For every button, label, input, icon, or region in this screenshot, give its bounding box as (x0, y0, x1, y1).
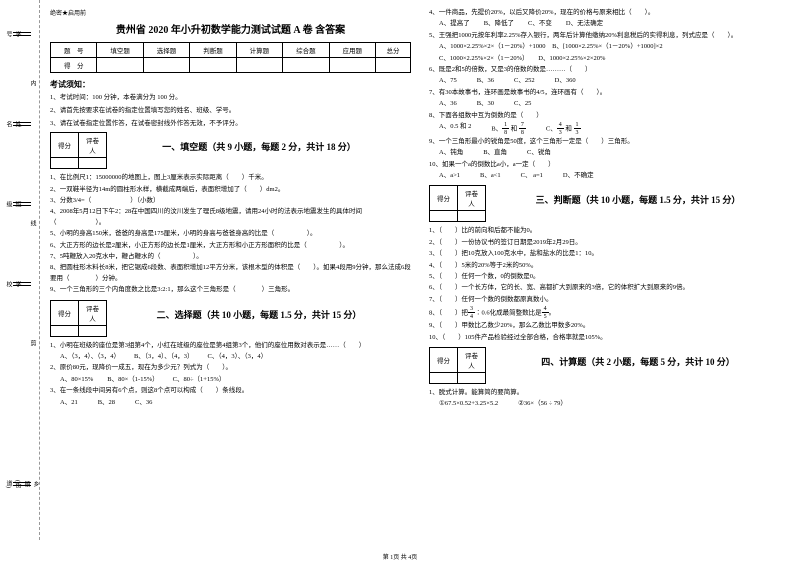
judge-q: 3、（ ）把10克放入100克水中，盐和盐水的比是1：10。 (429, 249, 790, 259)
choice-q: 3、在一条线段中间另有6个点，则这8个点可以构成（ ）条线段。 (50, 386, 411, 396)
binding-label: 班级 (4, 200, 22, 208)
judge-q: 4、（ ）5米的20%等于2米的50%。 (429, 261, 790, 271)
choice-opts: A、提高了B、降低了C、不变D、无法确定 (429, 19, 790, 29)
choice-q: 4、一件商品，先提价20%，以后又降价20%，现在的价格与原来相比（ ）。 (429, 8, 790, 18)
binding-margin: 学号 姓名 班级 学校 乡镇(街道) 内 线 剪 (0, 0, 40, 540)
score-header: 应用题 (329, 43, 375, 58)
grader-table: 得分评卷人 (429, 185, 486, 222)
calc-items: ①67.5×0.52+3.25×5.2②36×（56 ÷ 79） (429, 399, 790, 409)
side-char: 线 (28, 220, 37, 226)
choice-opts: A、钝角B、直角C、锐角 (429, 148, 790, 158)
score-header: 判断题 (190, 43, 236, 58)
secret-label: 绝密★启用前 (50, 8, 411, 17)
judge-q: 1、（ ）比的前向和后都不能为0。 (429, 226, 790, 236)
choice-q: 6、既是2和5的倍数，又是3的倍数的数是………（ ） (429, 65, 790, 75)
choice-opts: A、a>1B、a<1C、 a=1D、不确定 (429, 171, 790, 181)
choice-opts: A、80×15%B、80×（1-15%）C、80÷（1+15%） (50, 375, 411, 385)
score-row-label: 得 分 (51, 58, 97, 73)
judge-q: 2、（ ）一份协议书的签订日期是2019年2月29日。 (429, 238, 790, 248)
fill-q: 9、一个三角形的三个内角度数之比是3:2:1，那么这个三角形是（ ）三角形。 (50, 285, 411, 295)
binding-label: 学号 (4, 30, 22, 38)
fill-q: 4、2008年5月12日下午2：28在中国四川的汶川发生了理氏8级地震，请用24… (50, 207, 411, 228)
notice-item: 2、请首先按要求在试卷的指定位置填写您的姓名、班级、学号。 (50, 106, 411, 116)
judge-q: 7、（ ）任何一个数的倒数都原真数小。 (429, 295, 790, 305)
choice-q: 10、如果一个a的倒数比a小，a一定（ ） (429, 160, 790, 170)
exam-title: 贵州省 2020 年小升初数学能力测试试题 A 卷 含答案 (50, 21, 411, 36)
choice-q: 1、小明在班级的座位是第3组第4个，小红在班级的座位是第4组第3个，他们的座位用… (50, 341, 411, 351)
section-title: 一、填空题（共 9 小题，每题 2 分，共计 18 分） (107, 132, 411, 153)
binding-label: 姓名 (4, 120, 22, 128)
calc-q: 1、脱式计算。能算简的要简算。 (429, 388, 790, 398)
score-header: 总分 (375, 43, 410, 58)
fill-q: 7、5吨鞭放入20克水中，鞭占鞭水的（ ）。 (50, 252, 411, 262)
grader-table: 得分评卷人 (50, 300, 107, 337)
side-char: 内 (28, 80, 37, 86)
choice-opt: C、1000×2.25%×2×（1－20%） D、1000×2.25%×2×20… (429, 54, 790, 64)
judge-q: 6、（ ）一个长方体，它的长、宽、高都扩大到原来的3倍，它的体积扩大到原来的9倍… (429, 283, 790, 293)
choice-q: 2、原价80元，现降价一成五，现在为多少元？列式为（ ）。 (50, 363, 411, 373)
choice-q: 7、有30本故事书，连环画是故事书的4/5，连环画有（ ）。 (429, 88, 790, 98)
score-header: 题 号 (51, 43, 97, 58)
binding-label: 乡镇(街道) (4, 480, 40, 488)
fill-q: 6、大正方形的边长是2厘米，小正方形的边长是1厘米，大正方形和小正方形面积的比是… (50, 241, 411, 251)
choice-opts: A、36B、30C、25 (429, 99, 790, 109)
notice-item: 1、考试时间：100 分钟，本卷满分为 100 分。 (50, 93, 411, 103)
notice-item: 3、请在试卷指定位置作答，在试卷密封线外作答无效，不予评分。 (50, 119, 411, 129)
fill-q: 5、小明的身高150米，爸爸的身高是175厘米，小明的身高与爸爸身高的比是（ ）… (50, 229, 411, 239)
fill-q: 2、一双鞋半径为14m的圆柱形水样，横截成两端后，表面积增加了（ ）dm2。 (50, 185, 411, 195)
section-title: 三、判断题（共 10 小题，每题 1.5 分，共计 15 分） (486, 185, 790, 206)
score-header: 计算题 (236, 43, 282, 58)
score-table: 题 号 填空题 选择题 判断题 计算题 综合题 应用题 总分 得 分 (50, 42, 411, 73)
notice-title: 考试须知： (50, 79, 411, 90)
choice-opts: A、21B、28C、36 (50, 398, 411, 408)
choice-q: 5、王强把1000元按年利率2.25%存入银行，两年后计算他缴纳20%利息税后的… (429, 31, 790, 41)
choice-opts: A、0.5 和 2 B、18 和 78 C、43 和 13 (429, 122, 790, 136)
score-header: 综合题 (283, 43, 329, 58)
choice-q: 9、一个三角形最小的锐角是50度，这个三角形一定是（ ）三角形。 (429, 137, 790, 147)
judge-q: 5、（ ）任何一个数，0的倒数是0。 (429, 272, 790, 282)
judge-q: 9、（ ）甲数比乙数少20%，那么乙数比甲数多20%。 (429, 321, 790, 331)
score-header: 填空题 (97, 43, 143, 58)
judge-q: 10、（ ）105件产品检验经过全部合格，合格率就是105%。 (429, 333, 790, 343)
score-header: 选择题 (143, 43, 189, 58)
fill-q: 3、分数3/4=（ ）（小数） (50, 196, 411, 206)
grader-table: 得分评卷人 (429, 347, 486, 384)
choice-q: 8、下面各组数中互为倒数的是（ ） (429, 111, 790, 121)
judge-q: 8、（ ）把34∶0.6化成最简整数比是45。 (429, 306, 790, 320)
section-title: 二、选择题（共 10 小题，每题 1.5 分，共计 15 分） (107, 300, 411, 321)
page-footer: 第 1页 共 4页 (0, 552, 800, 561)
binding-label: 学校 (4, 280, 22, 288)
fill-q: 8、把圆柱形木料长8米，把它锯成6段数、表面积增加12平方分米，该根木型的体积是… (50, 263, 411, 284)
column-left: 绝密★启用前 贵州省 2020 年小升初数学能力测试试题 A 卷 含答案 题 号… (50, 8, 411, 532)
section-title: 四、计算题（共 2 小题，每题 5 分，共计 10 分） (486, 347, 790, 368)
choice-opt: A、1000×2.25%×2×（1－20%）+1000 B、[1000×2.25… (429, 42, 790, 52)
grader-table: 得分评卷人 (50, 132, 107, 169)
choice-opts: A、75B、36C、252D、360 (429, 76, 790, 86)
fill-q: 1、在比例尺1：15000000的地图上，图上3厘米表示实际距离（ ）千米。 (50, 173, 411, 183)
column-right: 4、一件商品，先提价20%，以后又降价20%，现在的价格与原来相比（ ）。 A、… (429, 8, 790, 532)
side-char: 剪 (28, 340, 37, 346)
choice-opts: A、（3，4）、（3，4）B、（3，4）、（4，3）C、（4，3）、（3，4） (50, 352, 411, 362)
